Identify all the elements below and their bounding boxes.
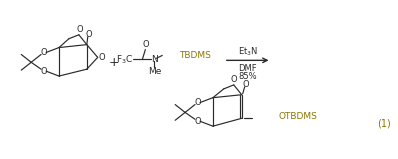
Text: O: O (142, 40, 149, 49)
Text: DMF: DMF (238, 64, 257, 73)
Text: O: O (230, 75, 237, 83)
Text: O: O (98, 53, 105, 62)
Text: N: N (151, 55, 158, 64)
Text: 85%: 85% (238, 72, 257, 81)
Text: O: O (41, 67, 47, 76)
Text: TBDMS: TBDMS (179, 51, 211, 60)
Text: Me: Me (148, 67, 161, 76)
Text: O: O (86, 30, 92, 39)
Text: O: O (195, 117, 201, 126)
Text: O: O (195, 98, 201, 107)
Text: O: O (76, 25, 83, 34)
Text: +: + (108, 56, 119, 69)
Text: O: O (41, 48, 47, 57)
Text: O: O (242, 80, 249, 89)
Text: OTBDMS: OTBDMS (279, 112, 317, 121)
Text: (1): (1) (377, 118, 390, 128)
Text: Et$_3$N: Et$_3$N (238, 45, 258, 58)
Text: F$_3$C: F$_3$C (116, 53, 133, 66)
